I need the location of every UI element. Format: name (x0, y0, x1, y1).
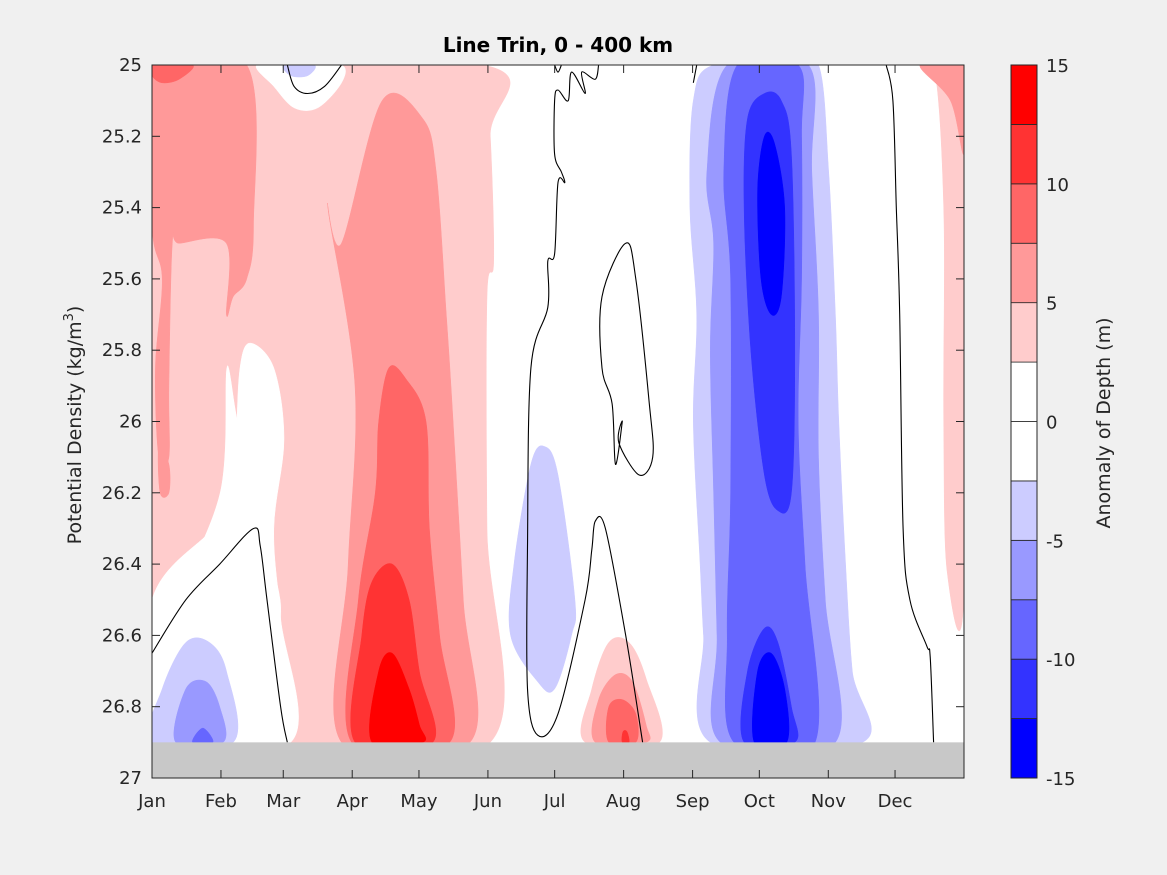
colorbar-tick-label: -5 (1046, 531, 1064, 552)
y-tick-label: 25.4 (102, 198, 142, 219)
y-tick-label: 26 (119, 412, 142, 433)
contour-region-level--2.5 (508, 445, 577, 693)
colorbar-tick-label: 10 (1046, 175, 1069, 196)
colorbar-label: Anomaly of Depth (m) (1093, 318, 1115, 529)
zero-contour-line (526, 65, 644, 743)
no-data-mask (152, 742, 964, 778)
y-axis-label-main: Potential Density (kg/m (64, 321, 86, 544)
zero-contour-lines (152, 65, 935, 743)
colorbar-segment (1010, 183, 1038, 244)
colorbar-segment (1010, 242, 1038, 304)
colorbar-tick-label: 15 (1046, 56, 1069, 77)
y-tick-label: 27 (119, 768, 142, 789)
zero-contour-line (692, 65, 698, 83)
x-tick-label: Jul (543, 791, 566, 812)
y-tick-label: 25 (119, 55, 142, 76)
colorbar-tick-label: 0 (1046, 413, 1057, 434)
colorbar-tick-label: -10 (1046, 650, 1075, 671)
y-tick-label: 26.6 (102, 625, 142, 646)
colorbar-segment (1010, 361, 1038, 422)
contour-region-level-5 (157, 445, 171, 498)
x-tick-label: Jan (137, 791, 166, 812)
colorbar-segment (1010, 64, 1038, 125)
plot-area (152, 65, 964, 778)
contour-region-level-7.5 (152, 65, 194, 84)
zero-contour-line (554, 65, 562, 73)
colorbar-segment (1010, 421, 1038, 482)
colorbar-segment (1010, 658, 1038, 719)
y-tick-label: 25.6 (102, 269, 142, 290)
chart-title: Line Trin, 0 - 400 km (443, 33, 673, 57)
x-axis: Jan Feb Mar Apr May Jun Jul Aug Sep Oct Nov Dec (137, 65, 912, 812)
colorbar: 15 10 5 0 -5 -10 -15 (1010, 56, 1075, 790)
contour-region-level-5 (919, 65, 964, 155)
zero-contour-line (152, 527, 288, 743)
contour-fill-regions (152, 65, 964, 766)
x-tick-label: Nov (811, 791, 846, 812)
contour-region-level-0 (255, 65, 346, 111)
y-tick-label: 26.2 (102, 483, 142, 504)
y-tick-label: 26.4 (102, 554, 142, 575)
colorbar-tick-label: -15 (1046, 769, 1075, 790)
x-tick-label: Sep (676, 791, 710, 812)
y-axis: 25 25.2 25.4 25.6 25.8 26 26.2 26.4 26.6 26.8 27 (102, 55, 964, 789)
colorbar-segment (1010, 718, 1038, 779)
x-tick-label: May (400, 791, 438, 812)
x-tick-label: Mar (266, 791, 301, 812)
colorbar-box (1010, 64, 1038, 779)
x-tick-label: Oct (744, 791, 775, 812)
y-axis-label-close: ) (64, 306, 86, 313)
x-tick-label: Feb (205, 791, 237, 812)
colorbar-segment (1010, 302, 1038, 363)
contour-region-level--12.5 (757, 131, 786, 316)
colorbar-segment (1010, 480, 1038, 541)
y-tick-label: 25.8 (102, 340, 142, 361)
x-tick-label: Dec (878, 791, 913, 812)
colorbar-segment (1010, 599, 1038, 660)
zero-contour-line (286, 65, 342, 95)
zero-contour-line (885, 65, 935, 743)
colorbar-segment (1010, 539, 1038, 601)
y-axis-label-superscript: 3 (62, 313, 77, 321)
contour-region-level--2.5 (282, 65, 316, 78)
colorbar-segment (1010, 124, 1038, 185)
y-axis-label: Potential Density (kg/m3) (62, 306, 86, 545)
y-tick-label: 25.2 (102, 126, 142, 147)
x-tick-label: Apr (337, 791, 369, 812)
contour-region-level-12.5 (369, 652, 427, 749)
x-tick-label: Aug (606, 791, 641, 812)
y-tick-label: 26.8 (102, 697, 142, 718)
colorbar-tick-label: 5 (1046, 294, 1057, 315)
zero-contour-line (599, 242, 654, 476)
contour-region-level-5 (152, 65, 257, 468)
contour-region-level-2.5 (909, 65, 964, 632)
x-tick-label: Jun (473, 791, 502, 812)
